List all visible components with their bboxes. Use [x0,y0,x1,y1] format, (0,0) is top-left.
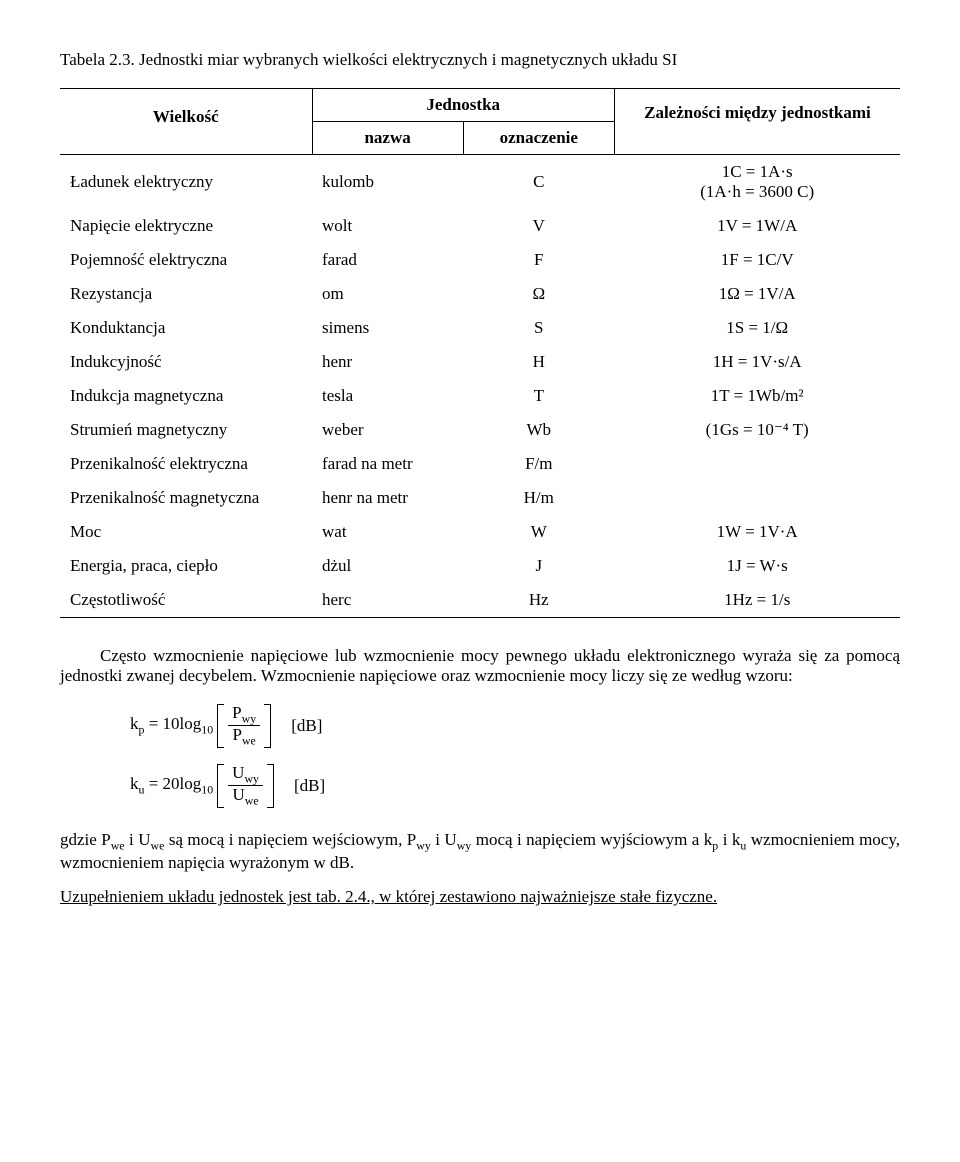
cell-quantity: Pojemność elektryczna [60,243,312,277]
cell-relation: 1Ω = 1V/A [614,277,900,311]
header-name: nazwa [312,122,463,155]
formula-power-gain: kp = 10log10 Pwy Pwe [dB] [130,704,900,748]
cell-quantity: Napięcie elektryczne [60,209,312,243]
cell-quantity: Przenikalność elektryczna [60,447,312,481]
cell-quantity: Rezystancja [60,277,312,311]
cell-quantity: Konduktancja [60,311,312,345]
table-row: Przenikalność elektrycznafarad na metrF/… [60,447,900,481]
cell-symbol: C [463,155,614,210]
cell-quantity: Moc [60,515,312,549]
table-row: Ładunek elektrycznykulombC1C = 1A·s(1A·h… [60,155,900,210]
cell-symbol: H [463,345,614,379]
paragraph-intro: Często wzmocnienie napięciowe lub wzmocn… [60,646,900,686]
table-row: Strumień magnetycznyweberWb(1Gs = 10⁻⁴ T… [60,413,900,447]
cell-symbol: V [463,209,614,243]
cell-symbol: F [463,243,614,277]
units-table: Wielkość Jednostka Zależności między jed… [60,88,900,618]
cell-name: weber [312,413,463,447]
cell-name: herc [312,583,463,618]
header-relation: Zależności między jednostkami [614,89,900,155]
table-row: Napięcie elektrycznewoltV1V = 1W/A [60,209,900,243]
cell-quantity: Częstotliwość [60,583,312,618]
table-caption: Tabela 2.3. Jednostki miar wybranych wie… [60,50,900,70]
cell-symbol: Hz [463,583,614,618]
cell-name: wolt [312,209,463,243]
table-row: KonduktancjasimensS1S = 1/Ω [60,311,900,345]
cell-name: simens [312,311,463,345]
cell-symbol: J [463,549,614,583]
table-row: Przenikalność magnetycznahenr na metrH/m [60,481,900,515]
cell-relation: 1F = 1C/V [614,243,900,277]
table-row: CzęstotliwośćhercHz1Hz = 1/s [60,583,900,618]
cell-relation: 1Hz = 1/s [614,583,900,618]
cell-symbol: W [463,515,614,549]
cell-name: tesla [312,379,463,413]
cell-symbol: S [463,311,614,345]
formula-voltage-gain: ku = 20log10 Uwy Uwe [dB] [130,764,900,808]
cell-quantity: Ładunek elektryczny [60,155,312,210]
cell-relation: 1T = 1Wb/m² [614,379,900,413]
cell-quantity: Energia, praca, ciepło [60,549,312,583]
cell-relation: 1J = W·s [614,549,900,583]
cell-name: farad [312,243,463,277]
cell-name: dżul [312,549,463,583]
cell-relation: (1Gs = 10⁻⁴ T) [614,413,900,447]
table-row: Energia, praca, ciepłodżulJ1J = W·s [60,549,900,583]
cell-name: henr [312,345,463,379]
cell-relation: 1V = 1W/A [614,209,900,243]
cell-name: om [312,277,463,311]
table-row: MocwatW1W = 1V·A [60,515,900,549]
cell-symbol: F/m [463,447,614,481]
table-row: Pojemność elektrycznafaradF1F = 1C/V [60,243,900,277]
cell-symbol: T [463,379,614,413]
cell-relation: 1W = 1V·A [614,515,900,549]
cell-symbol: Wb [463,413,614,447]
cell-quantity: Przenikalność magnetyczna [60,481,312,515]
formula-block: kp = 10log10 Pwy Pwe [dB] ku = 20log10 U… [130,704,900,808]
cell-relation: 1H = 1V·s/A [614,345,900,379]
cell-name: wat [312,515,463,549]
header-quantity: Wielkość [60,89,312,155]
cell-relation: 1C = 1A·s(1A·h = 3600 C) [614,155,900,210]
cell-name: henr na metr [312,481,463,515]
header-symbol: oznaczenie [463,122,614,155]
cell-symbol: H/m [463,481,614,515]
table-row: Indukcja magnetycznateslaT1T = 1Wb/m² [60,379,900,413]
table-row: RezystancjaomΩ1Ω = 1V/A [60,277,900,311]
paragraph-supplement: Uzupełnieniem układu jednostek jest tab.… [60,887,900,907]
cell-name: farad na metr [312,447,463,481]
paragraph-where: gdzie Pwe i Uwe są mocą i napięciem wejś… [60,830,900,873]
cell-quantity: Indukcyjność [60,345,312,379]
cell-quantity: Indukcja magnetyczna [60,379,312,413]
cell-symbol: Ω [463,277,614,311]
cell-name: kulomb [312,155,463,210]
table-row: IndukcyjnośćhenrH1H = 1V·s/A [60,345,900,379]
cell-quantity: Strumień magnetyczny [60,413,312,447]
cell-relation [614,447,900,481]
cell-relation [614,481,900,515]
header-unit: Jednostka [312,89,614,122]
cell-relation: 1S = 1/Ω [614,311,900,345]
